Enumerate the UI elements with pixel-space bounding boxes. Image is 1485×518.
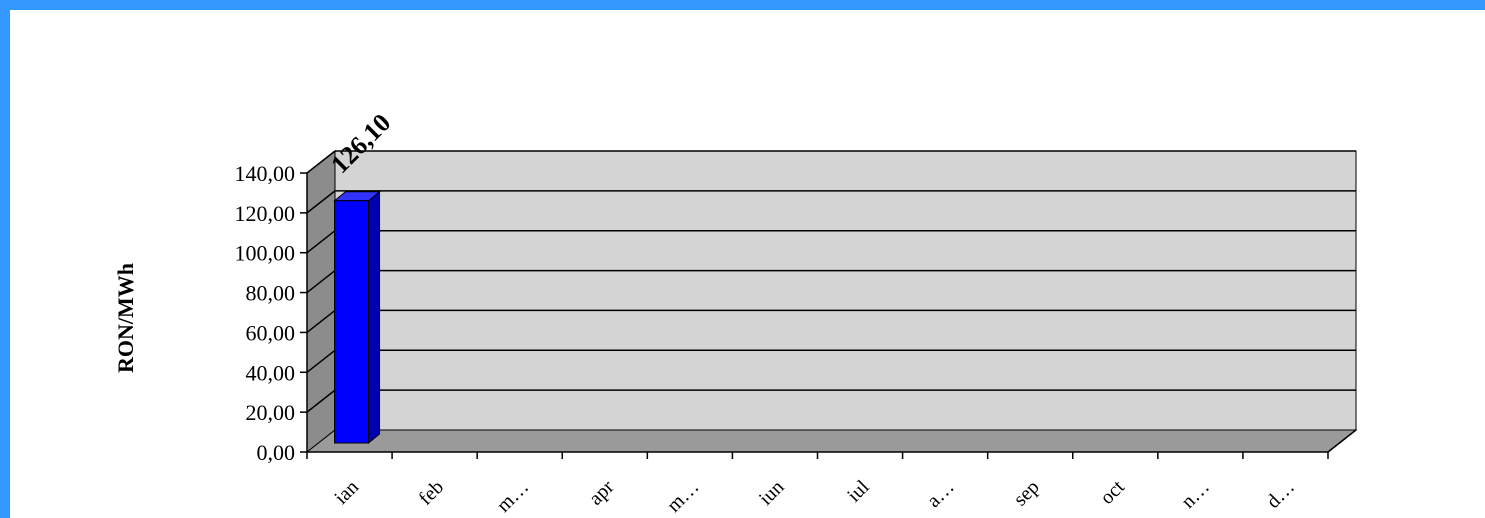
x-category-label: m… <box>663 476 704 517</box>
bar <box>334 200 370 444</box>
x-category-label: apr <box>585 476 619 510</box>
chart-side-wall <box>306 149 336 454</box>
side-gridline <box>306 190 336 214</box>
x-category-label: ian <box>330 476 363 509</box>
x-category-label: iul <box>843 476 874 507</box>
bar-side <box>368 190 381 445</box>
side-gridline <box>306 150 336 174</box>
y-tick-label: 60,00 <box>246 320 296 345</box>
side-gridline <box>306 269 336 294</box>
x-category-label: iun <box>755 476 789 510</box>
y-tick-label: 100,00 <box>235 241 296 266</box>
y-tick-label: 40,00 <box>246 360 296 385</box>
frame-left-border <box>0 0 10 518</box>
x-category-label: n… <box>1177 476 1214 513</box>
x-category-label: m… <box>493 476 534 517</box>
frame-top-border <box>0 0 1485 10</box>
chart-back-wall <box>334 150 1357 431</box>
x-category-label: a… <box>923 476 959 512</box>
y-tick-label: 120,00 <box>235 201 296 226</box>
y-axis-title: RON/MWh <box>113 263 138 373</box>
side-gridline <box>306 349 336 373</box>
chart-floor <box>305 429 1358 453</box>
side-gridline <box>306 230 336 254</box>
y-tick-label: 140,00 <box>235 161 296 186</box>
x-axis-depth-line <box>1327 429 1357 453</box>
x-category-label: oct <box>1096 476 1129 509</box>
y-tick-label: 0,00 <box>257 440 296 465</box>
side-gridline <box>306 389 336 413</box>
x-category-label: d… <box>1262 476 1299 513</box>
y-tick-label: 80,00 <box>246 281 296 306</box>
side-gridline <box>306 309 336 334</box>
x-category-label: sep <box>1009 476 1043 510</box>
y-tick-label: 20,00 <box>246 400 296 425</box>
x-category-label: feb <box>415 476 449 510</box>
